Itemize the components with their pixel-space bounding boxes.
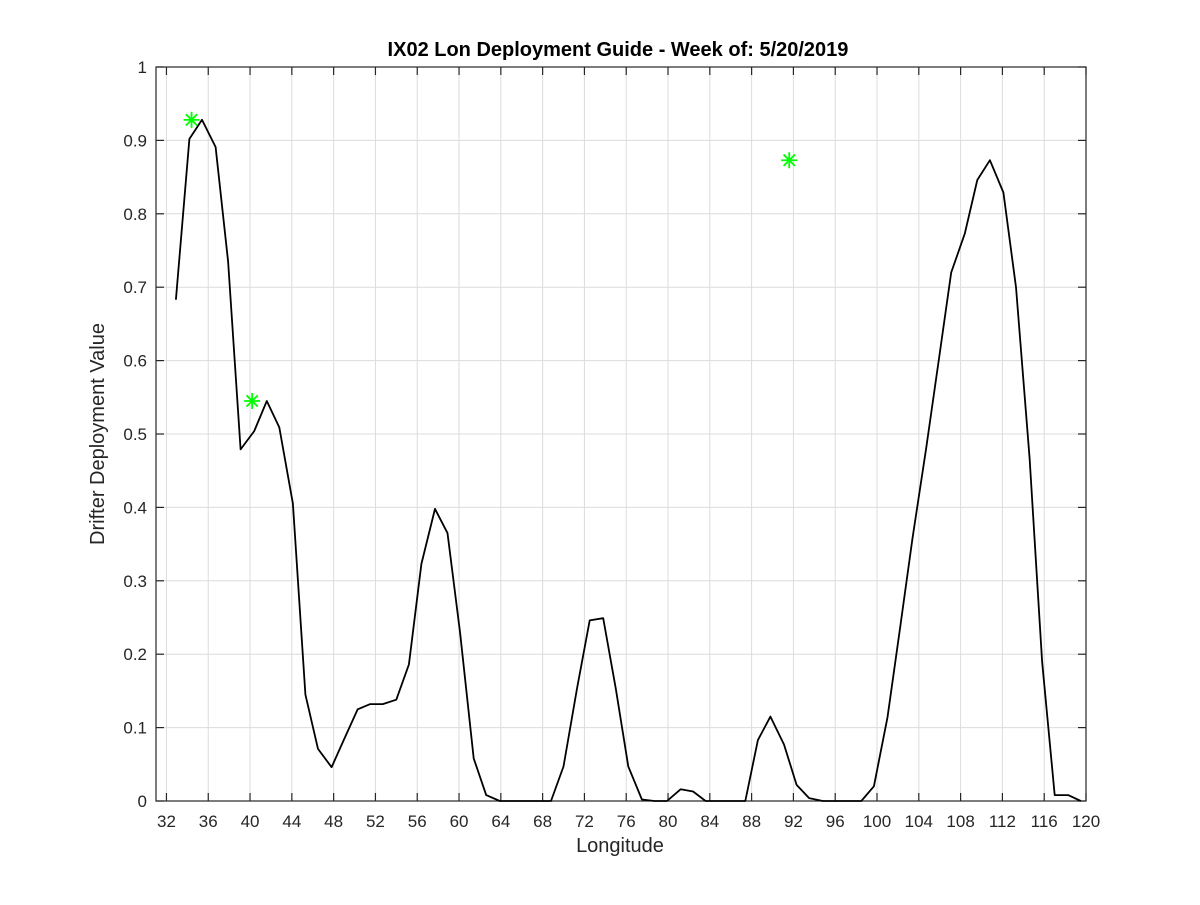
x-tick-label: 80 [659, 812, 678, 831]
x-tick-label: 112 [989, 812, 1016, 831]
ticks: 32 36 40 44 48 52 56 60 64 68 72 76 80 84 88 92 96 100 104… [123, 58, 1100, 831]
y-tick-label: 0.9 [123, 131, 147, 150]
x-tick-label: 92 [784, 812, 803, 831]
x-tick-label: 72 [575, 812, 594, 831]
x-tick-label: 64 [491, 812, 510, 831]
x-tick-label: 40 [241, 812, 260, 831]
peak-markers [183, 111, 798, 409]
y-tick-label: 0.3 [123, 572, 147, 591]
x-axis-label: Longitude [576, 835, 664, 857]
x-tick-label: 116 [1031, 812, 1058, 831]
peak-marker-stroke [782, 153, 796, 167]
y-tick-label: 0 [138, 792, 147, 811]
peak-marker-stroke [185, 113, 198, 127]
peak-marker-stroke [245, 394, 259, 408]
chart-title: IX02 Lon Deployment Guide - Week of: 5/2… [388, 39, 849, 61]
x-tick-label: 36 [199, 812, 218, 831]
y-tick-label: 0.8 [123, 205, 147, 224]
x-tick-label: 104 [905, 812, 933, 831]
y-tick-label: 1 [138, 58, 147, 77]
peak-marker [244, 392, 261, 409]
series [175, 118, 1082, 802]
x-tick-label: 88 [742, 812, 761, 831]
x-tick-label: 96 [826, 812, 845, 831]
grid [156, 66, 1087, 802]
y-tick-label: 0.6 [123, 352, 147, 371]
y-tick-label: 0.2 [123, 645, 147, 664]
x-tick-label: 60 [450, 812, 469, 831]
x-tick-label: 108 [946, 812, 974, 831]
y-axis-label: Drifter Deployment Value [87, 323, 109, 545]
series-line [175, 118, 1082, 802]
peak-marker [781, 152, 798, 169]
x-tick-label: 44 [282, 812, 301, 831]
x-tick-label: 52 [366, 812, 385, 831]
x-tick-label: 48 [324, 812, 343, 831]
y-tick-label: 0.4 [123, 498, 147, 517]
x-tick-label: 84 [700, 812, 719, 831]
x-tick-label: 68 [533, 812, 552, 831]
y-tick-label: 0.1 [123, 719, 147, 738]
x-tick-label: 56 [408, 812, 427, 831]
x-tick-label: 32 [157, 812, 176, 831]
y-tick-label: 0.5 [123, 425, 147, 444]
peak-marker [183, 111, 200, 128]
x-tick-label: 76 [617, 812, 636, 831]
x-tick-label: 120 [1072, 812, 1100, 831]
x-tick-label: 100 [863, 812, 891, 831]
y-tick-label: 0.7 [123, 278, 147, 297]
